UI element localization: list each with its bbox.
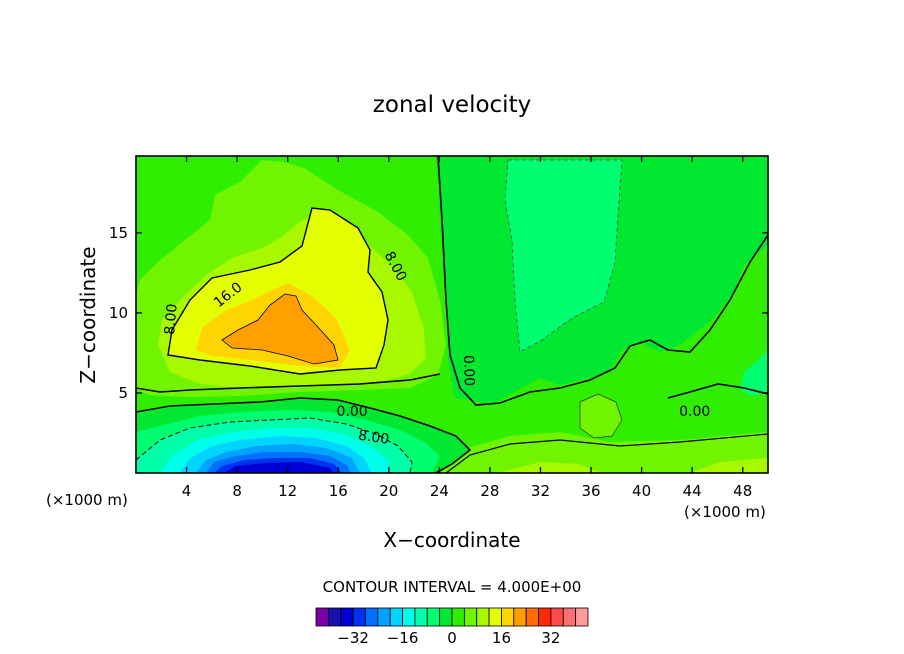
x-tick-label: 28 (480, 482, 499, 500)
colorbar-swatch (414, 607, 428, 627)
x-tick-label: 44 (683, 482, 702, 500)
colorbar-swatch (426, 607, 441, 627)
x-tick-label: 48 (733, 482, 752, 500)
x-tick-label: 40 (632, 482, 651, 500)
colorbar-tick-label: −32 (337, 629, 369, 647)
colorbar-swatch (377, 607, 391, 627)
colorbar-labels: −32 −16 0 16 32 (337, 629, 560, 647)
x-tick-label: 20 (379, 482, 398, 500)
x-tick-label: 32 (531, 482, 550, 500)
region-lower-right (440, 432, 768, 473)
contour-field (136, 156, 768, 473)
colorbar-swatch (488, 607, 502, 627)
x-tick-label: 12 (278, 482, 297, 500)
colorbar-swatch (340, 607, 354, 627)
colorbar-swatch (562, 607, 577, 627)
y-axis-label: Z−coordinate (76, 246, 100, 383)
colorbar-tick-label: 32 (541, 629, 560, 647)
contour-label: 0.00 (337, 404, 368, 420)
region-right-blob (579, 393, 623, 439)
chart-title: zonal velocity (373, 92, 531, 118)
region-lower-right-edge (690, 458, 768, 473)
colorbar-swatch (550, 607, 564, 627)
contour-label: 0.00 (460, 355, 477, 387)
region-lower-right-inner (498, 462, 600, 473)
colorbar-swatch (365, 607, 379, 627)
colorbar-swatch (327, 607, 342, 627)
contour-label: 0.00 (679, 404, 710, 420)
colorbar-swatch (389, 607, 403, 627)
x-tick-label: 36 (581, 482, 600, 500)
colorbar-swatch (439, 607, 453, 627)
plot-frame (135, 155, 769, 474)
contour-line-zero-right-loop (667, 383, 768, 399)
colorbar-swatch (575, 607, 589, 627)
y-tick-label: 5 (118, 384, 128, 402)
colorbar-swatch (476, 607, 490, 627)
x-axis-label: X−coordinate (383, 528, 520, 552)
colorbar-tick-label: 0 (447, 629, 457, 647)
colorbar-swatch (538, 607, 552, 627)
colorbar-swatch (315, 607, 329, 627)
contour-interval-text: CONTOUR INTERVAL = 4.000E+00 (323, 578, 582, 596)
colorbar-swatch (525, 607, 539, 627)
x-unit-label-left: (×1000 m) (46, 491, 128, 509)
colorbar-swatch (352, 607, 366, 627)
region-right-edge-minimum (740, 350, 768, 396)
contour-line-zero-left (136, 373, 441, 393)
contour-label: 8.00 (357, 428, 390, 448)
y-axis-ticks: 5 10 15 (109, 224, 768, 402)
colorbar-tick-label: 16 (492, 629, 511, 647)
region-upper-right-minimum (504, 159, 623, 353)
contour-line-lower-right (445, 433, 768, 473)
colorbar (315, 607, 589, 627)
y-tick-label: 15 (109, 224, 128, 242)
contour-line-zero-vertical (437, 156, 768, 406)
contour-label: 8.00 (162, 303, 181, 335)
colorbar-swatch (501, 607, 515, 627)
colorbar-tick-label: −16 (387, 629, 419, 647)
colorbar-swatch (402, 607, 416, 627)
region-level-24 (221, 293, 339, 365)
x-tick-label: 24 (430, 482, 449, 500)
colorbar-swatch (451, 607, 465, 627)
colorbar-swatch (513, 607, 527, 627)
region-level-minus32 (224, 462, 334, 473)
x-unit-label-right: (×1000 m) (684, 503, 766, 521)
x-axis-ticks: 4 8 12 16 20 24 28 32 36 40 44 48 (182, 156, 752, 500)
x-tick-label: 4 (182, 482, 192, 500)
x-tick-label: 16 (329, 482, 348, 500)
y-tick-label: 10 (109, 304, 128, 322)
colorbar-swatch (463, 607, 478, 627)
x-tick-label: 8 (232, 482, 242, 500)
